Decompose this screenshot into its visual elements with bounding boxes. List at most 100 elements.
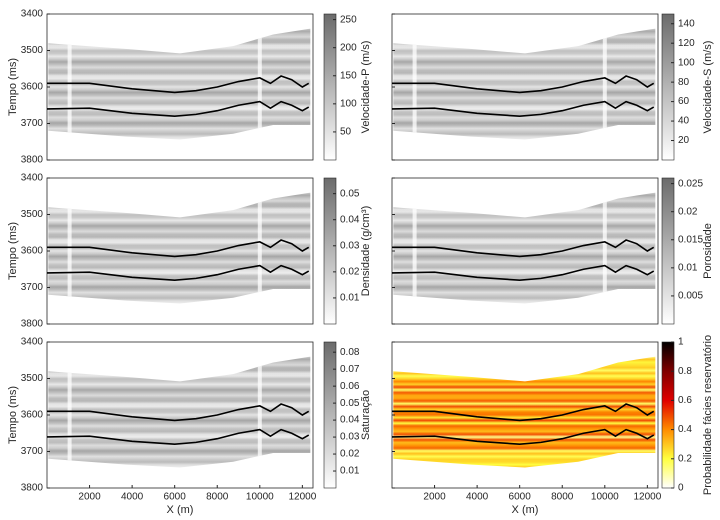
image-artifact <box>67 192 72 304</box>
colorbar-tick-label: 0.05 <box>340 398 360 409</box>
horizon-line <box>47 403 310 422</box>
image-artifact <box>412 28 417 140</box>
horizon-line <box>391 264 655 282</box>
y-tick-label: 3600 <box>21 82 44 93</box>
colorbar-label: Porosidade <box>702 223 714 279</box>
x-axis-label: X (m) <box>167 504 194 516</box>
colorbar-tick-label: 0.01 <box>678 262 698 273</box>
colorbar-tick-label: 150 <box>340 70 357 81</box>
colorbar-tick-label: 0.015 <box>678 234 703 245</box>
colorbar-tick-label: 0.025 <box>678 178 703 189</box>
y-tick-label: 3600 <box>21 246 44 257</box>
horizon-line <box>391 100 655 118</box>
x-tick-label: 6000 <box>164 492 187 503</box>
colorbar-tick-label: 1 <box>678 337 684 348</box>
horizon-line <box>391 428 655 446</box>
y-axis-label: Tempo (ms) <box>7 222 19 280</box>
y-tick-label: 3400 <box>21 9 44 20</box>
y-axis-label: Tempo (ms) <box>7 58 19 116</box>
colorbar-tick-label: 0.03 <box>340 240 360 251</box>
colorbar-tick-label: 0.02 <box>340 266 360 277</box>
colorbar-tick-label: 0.4 <box>678 424 692 435</box>
colorbar-tick-label: 0.06 <box>340 381 360 392</box>
colorbar-tick-label: 0.07 <box>340 364 360 375</box>
colorbar-tick-label: 0.02 <box>340 449 360 460</box>
colorbar-tick-label: 0 <box>678 483 684 494</box>
horizon-line <box>46 264 310 282</box>
colorbar-label: Probabilidade fácies reservatório <box>702 335 714 495</box>
image-artifact <box>602 192 607 304</box>
panel: 2000 4000 6000 8000 10000 12000 X (m) 0 0.2 0.4 0.… <box>391 335 714 516</box>
y-tick-label: 3800 <box>21 155 44 166</box>
colorbar-tick-label: 0.04 <box>340 214 360 225</box>
colorbar-tick-label: 0.02 <box>678 206 698 217</box>
image-artifact <box>257 192 262 304</box>
colorbar-tick-label: 0.005 <box>678 291 703 302</box>
image-artifact <box>412 192 417 304</box>
y-tick-label: 3800 <box>21 483 44 494</box>
x-tick-label: 12000 <box>288 492 316 503</box>
y-tick-label: 3800 <box>21 319 44 330</box>
colorbar-tick-label: 0.08 <box>340 347 360 358</box>
y-tick-label: 3700 <box>21 282 44 293</box>
panel: 3400 3500 3600 3700 3800 Tempo (ms) 2000 4000 60… <box>7 337 372 516</box>
horizon-line <box>47 239 310 258</box>
y-tick-label: 3500 <box>21 373 44 384</box>
y-tick-label: 3500 <box>21 45 44 56</box>
colorbar-tick-label: 0.01 <box>340 293 360 304</box>
colorbar-tick-label: 0.05 <box>340 188 360 199</box>
colorbar <box>323 13 337 161</box>
horizon-line <box>47 75 310 94</box>
colorbar-label: Saturação <box>360 390 372 440</box>
panel: 3400 3500 3600 3700 3800 Tempo (ms) 50 100 150 20… <box>7 9 372 166</box>
y-tick-label: 3700 <box>21 118 44 129</box>
panel: 20 40 60 80 100 120 140 Velocidade-S (m/s) <box>391 13 714 161</box>
panel: 3400 3500 3600 3700 3800 Tempo (ms) 0.01 0.02 0.… <box>7 173 372 330</box>
horizon-line <box>392 403 655 422</box>
x-tick-label: 4000 <box>466 492 489 503</box>
colorbar <box>661 177 675 325</box>
panel: 0.005 0.01 0.015 0.02 0.025 Porosidade <box>391 177 714 325</box>
image-artifact <box>257 28 262 140</box>
colorbar-label: Velocidade-S (m/s) <box>702 41 714 134</box>
colorbar-tick-label: 0.2 <box>678 453 692 464</box>
horizon-line <box>392 75 655 94</box>
colorbar-tick-label: 100 <box>340 98 357 109</box>
x-tick-label: 10000 <box>246 492 274 503</box>
colorbar-tick-label: 0.01 <box>340 466 360 477</box>
colorbar-tick-label: 40 <box>678 116 690 127</box>
colorbar-label: Densidade (g/cm³) <box>360 206 372 296</box>
y-tick-label: 3400 <box>21 173 44 184</box>
colorbar <box>661 341 675 489</box>
colorbar-tick-label: 0.04 <box>340 415 360 426</box>
image-artifact <box>67 356 72 468</box>
image-artifact <box>67 28 72 140</box>
y-tick-label: 3700 <box>21 446 44 457</box>
image-artifact <box>602 28 607 140</box>
colorbar <box>661 13 675 161</box>
y-tick-label: 3500 <box>21 209 44 220</box>
x-tick-label: 4000 <box>121 492 144 503</box>
y-tick-label: 3600 <box>21 410 44 421</box>
colorbar-tick-label: 140 <box>678 18 695 29</box>
horizon-line <box>392 239 655 258</box>
y-axis-label: Tempo (ms) <box>7 386 19 444</box>
x-tick-label: 10000 <box>591 492 619 503</box>
colorbar-tick-label: 0.6 <box>678 395 692 406</box>
x-tick-label: 2000 <box>423 492 446 503</box>
x-tick-label: 6000 <box>509 492 532 503</box>
horizon-line <box>46 428 310 446</box>
horizon-line <box>46 100 310 118</box>
colorbar-tick-label: 0.8 <box>678 366 692 377</box>
colorbar <box>323 341 337 489</box>
x-tick-label: 8000 <box>551 492 574 503</box>
colorbar-tick-label: 200 <box>340 42 357 53</box>
y-tick-label: 3400 <box>21 337 44 348</box>
colorbar-tick-label: 80 <box>678 77 690 88</box>
x-tick-label: 12000 <box>633 492 661 503</box>
colorbar-tick-label: 50 <box>340 127 352 138</box>
x-tick-label: 8000 <box>206 492 229 503</box>
colorbar-tick-label: 100 <box>678 57 695 68</box>
image-artifact <box>257 356 262 468</box>
